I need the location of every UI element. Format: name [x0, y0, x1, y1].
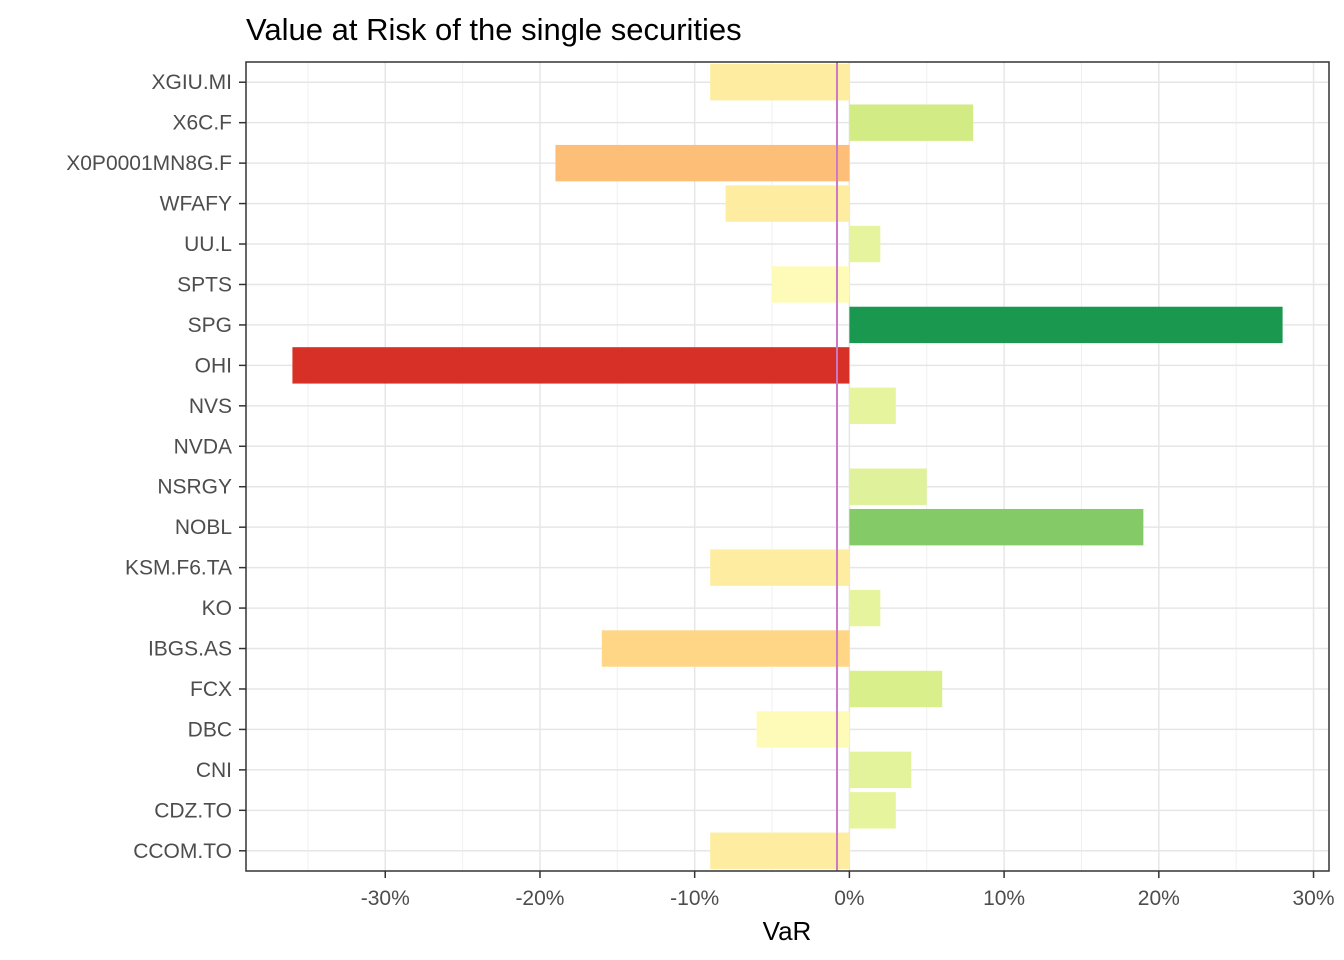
- x-axis-label: VaR: [763, 916, 812, 946]
- y-tick-label: NVS: [189, 395, 232, 418]
- bars: [292, 64, 1283, 869]
- bar-x6c-f: [849, 104, 974, 141]
- y-tick-label: OHI: [195, 354, 232, 377]
- y-tick-label: WFAFY: [160, 193, 232, 216]
- y-tick-label: DBC: [188, 718, 232, 741]
- y-tick-label: SPG: [188, 314, 232, 337]
- bar-ko: [849, 589, 881, 627]
- y-tick-label: X0P0001MN8G.F: [66, 152, 232, 175]
- grid-lines: [246, 62, 1329, 871]
- x-tick-label: -10%: [670, 887, 719, 910]
- bar-uu-l: [849, 225, 881, 263]
- y-tick-label: X6C.F: [172, 112, 232, 135]
- y-tick-label: CNI: [196, 759, 232, 782]
- y-tick-label: NOBL: [175, 516, 232, 539]
- bar-cni: [849, 751, 912, 789]
- plot-panel-border: [245, 61, 1330, 872]
- bar-ibgs-as: [601, 630, 850, 667]
- bar-cdz-to: [849, 792, 896, 829]
- x-tick-label: 20%: [1138, 887, 1180, 910]
- bar-ohi: [292, 347, 850, 384]
- bar-ccom-to: [710, 832, 850, 869]
- x-tick-label: 10%: [983, 887, 1025, 910]
- y-tick-label: NSRGY: [157, 476, 232, 499]
- y-tick-label: KSM.F6.TA: [125, 557, 232, 580]
- bar-nsrgy: [849, 468, 927, 505]
- y-tick-label: IBGS.AS: [148, 638, 232, 661]
- y-tick-label: CCOM.TO: [133, 840, 232, 863]
- y-axis: XGIU.MI X6C.F X0P0001MN8G.F WFAFY UU.L SPTS SP…: [66, 71, 246, 863]
- x-tick-label: -30%: [361, 887, 410, 910]
- bar-fcx: [849, 670, 943, 708]
- x-tick-label: -20%: [515, 887, 564, 910]
- bar-xgiu-mi: [710, 64, 850, 101]
- chart-title: Value at Risk of the single securities: [246, 12, 742, 47]
- y-tick-label: XGIU.MI: [151, 71, 232, 94]
- x-axis: -30% -20% -10% 0% 10% 20% 30%: [361, 871, 1335, 910]
- y-tick-label: FCX: [190, 678, 232, 701]
- bar-x0p0001mn8g-f: [555, 144, 850, 182]
- bar-ksm-f6-ta: [710, 549, 850, 586]
- y-tick-label: NVDA: [174, 435, 232, 458]
- bar-wfafy: [725, 185, 850, 222]
- x-tick-label: 30%: [1293, 887, 1335, 910]
- y-tick-label: UU.L: [184, 233, 232, 256]
- y-tick-label: CDZ.TO: [154, 799, 232, 822]
- bar-dbc: [756, 711, 850, 748]
- y-tick-label: KO: [202, 597, 232, 620]
- bar-nvs: [849, 387, 896, 425]
- bar-spg: [849, 306, 1283, 344]
- y-tick-label: SPTS: [177, 273, 232, 296]
- bar-nobl: [849, 508, 1144, 546]
- x-tick-label: 0%: [834, 887, 864, 910]
